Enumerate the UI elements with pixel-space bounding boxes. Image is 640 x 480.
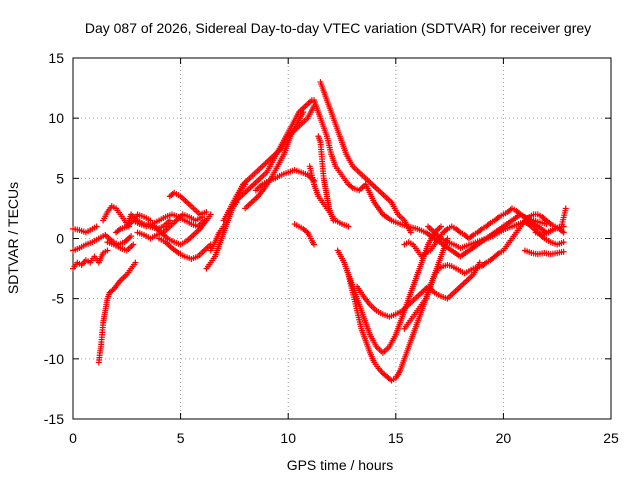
data-point bbox=[130, 241, 137, 248]
data-point bbox=[203, 209, 210, 216]
series-s13 bbox=[156, 235, 214, 262]
data-point bbox=[437, 223, 444, 230]
x-tick-label: 15 bbox=[388, 430, 404, 446]
y-tick-label: 10 bbox=[48, 110, 64, 126]
y-tick-label: 0 bbox=[56, 231, 64, 247]
data-points bbox=[70, 79, 569, 384]
x-tick-label: 0 bbox=[69, 430, 77, 446]
data-point bbox=[128, 233, 135, 240]
series-s14 bbox=[166, 189, 210, 218]
data-point bbox=[543, 221, 550, 228]
data-point bbox=[407, 229, 414, 236]
series-s1 bbox=[70, 247, 111, 272]
series-s32 bbox=[521, 247, 567, 258]
data-point bbox=[562, 205, 569, 212]
series-s12 bbox=[145, 211, 214, 248]
x-tick-label: 25 bbox=[603, 430, 619, 446]
series-s25 bbox=[291, 221, 318, 248]
data-point bbox=[560, 248, 567, 255]
series-s33 bbox=[532, 205, 569, 238]
y-tick-label: -10 bbox=[44, 351, 64, 367]
data-point bbox=[300, 109, 307, 116]
axis-ticks: 0 5 10 15 20 25 -15 -10 -5 0 5 10 15 bbox=[44, 50, 619, 446]
y-tick-label: -15 bbox=[44, 411, 64, 427]
series-s30 bbox=[401, 205, 550, 260]
series-s27 bbox=[345, 235, 451, 384]
x-tick-label: 20 bbox=[496, 430, 512, 446]
series-s22 bbox=[306, 163, 352, 230]
data-point bbox=[560, 229, 567, 236]
series-s10 bbox=[130, 211, 154, 224]
data-point bbox=[207, 211, 214, 218]
x-axis-label: GPS time / hours bbox=[287, 457, 394, 473]
y-tick-label: 15 bbox=[48, 50, 64, 66]
data-point bbox=[345, 223, 352, 230]
data-point bbox=[93, 223, 100, 230]
data-point bbox=[560, 239, 567, 246]
y-tick-label: 5 bbox=[56, 170, 64, 186]
series-s7 bbox=[104, 239, 137, 254]
series-s2 bbox=[70, 223, 100, 236]
x-tick-label: 10 bbox=[280, 430, 296, 446]
series-s3 bbox=[70, 235, 102, 254]
x-tick-label: 5 bbox=[177, 430, 185, 446]
data-point bbox=[311, 241, 318, 248]
y-axis-label: SDTVAR / TECUs bbox=[5, 182, 21, 294]
series-s4 bbox=[95, 259, 139, 366]
data-point bbox=[166, 217, 173, 224]
y-tick-label: -5 bbox=[52, 291, 65, 307]
data-point bbox=[132, 259, 139, 266]
chart-title: Day 087 of 2026, Sidereal Day-to-day VTE… bbox=[85, 20, 591, 36]
series-s23 bbox=[317, 79, 414, 236]
data-point bbox=[104, 247, 111, 254]
